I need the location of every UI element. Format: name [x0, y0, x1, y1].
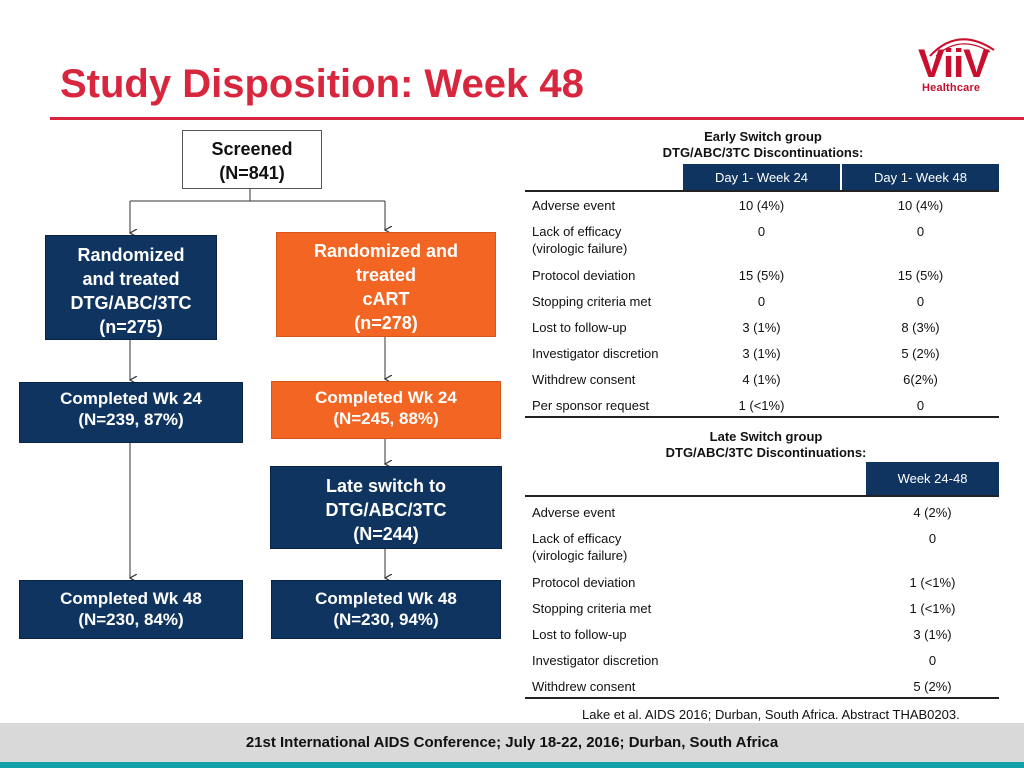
footer-accent-bar [0, 762, 1024, 768]
row-value-wk48: 8 (3%) [901, 320, 940, 335]
row-label: Adverse event [532, 198, 616, 213]
late-table-top-rule [525, 495, 999, 497]
row-label: Adverse event [532, 505, 616, 520]
randomized-dtg-line2: and treated [82, 269, 180, 289]
randomized-dtg-box: Randomized and treated DTG/ABC/3TC (n=27… [45, 235, 217, 340]
footer-conference: 21st International AIDS Conference; July… [245, 734, 779, 751]
randomized-dtg-line3: DTG/ABC/3TC [70, 293, 192, 313]
late-table-bottom-rule [525, 697, 999, 699]
row-value-wk24-48: 5 (2%) [913, 679, 952, 694]
dtg-wk48-count: (N=230, 84%) [78, 610, 184, 629]
row-label: Lack of efficacy (virologic failure) [532, 530, 692, 564]
row-value-wk48: 0 [916, 398, 925, 413]
viiv-logo: ViiV Healthcare [916, 30, 1000, 98]
screened-label: Screened [211, 139, 293, 159]
row-value-wk24-48: 0 [928, 653, 937, 668]
cart-completed-wk24-box: Completed Wk 24 (N=245, 88%) [271, 381, 501, 439]
row-label-line1: Lack of efficacy [532, 531, 622, 546]
late-switch-caption-line2: DTG/ABC/3TC Discontinuations: [665, 445, 867, 460]
logo-wordmark: ViiV [918, 42, 990, 86]
row-value-wk24: 4 (1%) [742, 372, 781, 387]
dtg-wk48-label: Completed Wk 48 [60, 589, 202, 608]
row-label: Withdrew consent [532, 372, 636, 387]
row-label: Withdrew consent [532, 679, 636, 694]
dtg-completed-wk24-box: Completed Wk 24 (N=239, 87%) [19, 382, 243, 443]
row-value-wk24-48: 3 (1%) [913, 627, 952, 642]
early-table-bottom-rule [525, 416, 999, 418]
row-value-wk48: 0 [916, 294, 925, 309]
slide-title: Study Disposition: Week 48 [60, 62, 584, 106]
cart-wk48-count: (N=230, 94%) [333, 610, 439, 629]
row-value-wk24-48: 4 (2%) [913, 505, 952, 520]
row-value-wk48: 6(2%) [903, 372, 938, 387]
dtg-wk24-count: (N=239, 87%) [78, 410, 184, 429]
row-value-wk48: 10 (4%) [897, 198, 944, 213]
randomized-cart-count: (n=278) [354, 313, 418, 333]
row-value-wk24: 1 (<1%) [738, 398, 785, 413]
footer-band [0, 723, 1024, 763]
early-switch-caption: Early Switch group DTG/ABC/3TC Discontin… [600, 129, 926, 161]
early-switch-caption-line1: Early Switch group [704, 129, 822, 144]
row-value-wk24-48: 0 [928, 531, 937, 546]
logo-arc-icon [929, 38, 995, 57]
late-switch-caption-line1: Late Switch group [709, 429, 823, 444]
early-col-header-wk48: Day 1- Week 48 [842, 164, 999, 190]
cart-wk48-label: Completed Wk 48 [315, 589, 457, 608]
citation: Lake et al. AIDS 2016; Durban, South Afr… [582, 707, 960, 722]
row-label-line1: Lack of efficacy [532, 224, 622, 239]
screened-box: Screened (N=841) [182, 130, 322, 189]
randomized-cart-line2: treated [355, 265, 417, 285]
late-switch-caption: Late Switch group DTG/ABC/3TC Discontinu… [600, 429, 932, 461]
row-value-wk48: 15 (5%) [897, 268, 944, 283]
cart-completed-wk48-box: Completed Wk 48 (N=230, 94%) [271, 580, 501, 639]
randomized-cart-line1: Randomized and [313, 241, 458, 261]
early-col-header-wk24: Day 1- Week 24 [683, 164, 840, 190]
row-label: Lost to follow-up [532, 627, 627, 642]
row-value-wk24: 3 (1%) [742, 320, 781, 335]
late-col-header: Week 24-48 [866, 462, 999, 495]
row-value-wk24: 0 [757, 294, 766, 309]
row-label-line2: (virologic failure) [532, 548, 628, 563]
late-switch-box: Late switch to DTG/ABC/3TC (N=244) [270, 466, 502, 549]
row-label: Investigator discretion [532, 346, 659, 361]
dtg-wk24-label: Completed Wk 24 [60, 389, 202, 408]
early-switch-caption-line2: DTG/ABC/3TC Discontinuations: [662, 145, 864, 160]
late-switch-line2: DTG/ABC/3TC [325, 500, 447, 520]
row-label: Stopping criteria met [532, 601, 652, 616]
row-value-wk24: 3 (1%) [742, 346, 781, 361]
cart-wk24-label: Completed Wk 24 [315, 388, 457, 407]
late-switch-count: (N=244) [353, 524, 419, 544]
row-value-wk24-48: 1 (<1%) [909, 575, 956, 590]
row-value-wk24-48: 1 (<1%) [909, 601, 956, 616]
row-label: Lack of efficacy (virologic failure) [532, 223, 692, 257]
row-value-wk24: 0 [757, 224, 766, 239]
row-label: Investigator discretion [532, 653, 659, 668]
early-table-top-rule [525, 190, 999, 192]
row-label: Stopping criteria met [532, 294, 652, 309]
dtg-completed-wk48-box: Completed Wk 48 (N=230, 84%) [19, 580, 243, 639]
row-label: Protocol deviation [532, 268, 636, 283]
late-switch-line1: Late switch to [325, 476, 446, 496]
title-divider [50, 117, 1024, 120]
randomized-dtg-count: (n=275) [99, 317, 163, 337]
randomized-cart-box: Randomized and treated cART (n=278) [276, 232, 496, 337]
logo-subtitle: Healthcare [922, 82, 981, 94]
row-label: Per sponsor request [532, 398, 650, 413]
cart-wk24-count: (N=245, 88%) [333, 409, 439, 428]
randomized-dtg-line1: Randomized [77, 245, 185, 265]
row-label: Protocol deviation [532, 575, 636, 590]
row-value-wk24: 15 (5%) [738, 268, 785, 283]
screened-count: (N=841) [219, 163, 285, 183]
row-label-line2: (virologic failure) [532, 241, 628, 256]
row-value-wk48: 5 (2%) [901, 346, 940, 361]
row-value-wk24: 10 (4%) [738, 198, 785, 213]
row-value-wk48: 0 [916, 224, 925, 239]
row-label: Lost to follow-up [532, 320, 627, 335]
randomized-cart-line3: cART [362, 289, 410, 309]
